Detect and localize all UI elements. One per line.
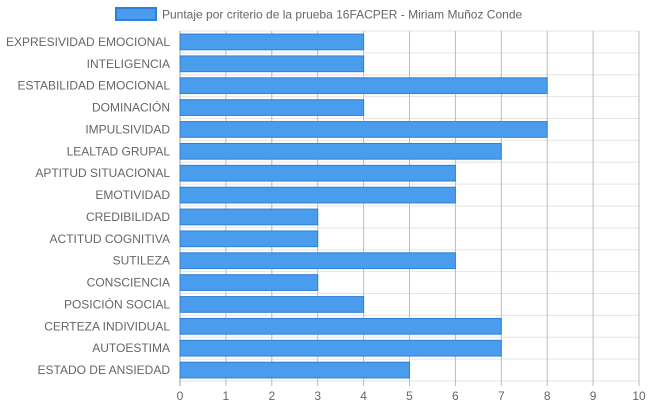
x-tick-label: 8 (544, 389, 551, 403)
category-label: CREDIBILIDAD (86, 210, 170, 224)
category-label: CERTEZA INDIVIDUAL (44, 319, 170, 333)
category-label: AUTOESTIMA (92, 341, 170, 355)
bar[interactable] (179, 121, 548, 138)
x-tick-label: 10 (632, 389, 646, 403)
bar[interactable] (179, 55, 365, 73)
bar[interactable] (179, 77, 548, 95)
x-tick-label: 4 (360, 389, 367, 403)
category-label: IMPULSIVIDAD (85, 122, 170, 136)
category-label: POSICIÓN SOCIAL (64, 296, 170, 311)
bar[interactable] (179, 186, 456, 204)
bar[interactable] (179, 339, 502, 357)
category-label: ESTADO DE ANSIEDAD (38, 363, 171, 377)
x-tick-label: 5 (406, 389, 413, 403)
legend-label: Puntaje por criterio de la prueba 16FACP… (162, 8, 522, 22)
category-label: APTITUD SITUACIONAL (35, 166, 170, 180)
bar[interactable] (179, 164, 456, 182)
bar[interactable] (179, 317, 502, 335)
bar[interactable] (179, 99, 365, 116)
category-label: EXPRESIVIDAD EMOCIONAL (6, 35, 170, 49)
legend-swatch (115, 7, 157, 21)
category-label: SUTILEZA (113, 254, 170, 268)
category-label: DOMINACIÓN (92, 100, 170, 115)
bar[interactable] (179, 208, 319, 226)
bar[interactable] (179, 33, 365, 51)
category-label: LEALTAD GRUPAL (67, 144, 171, 158)
x-tick-label: 6 (452, 389, 459, 403)
x-tick-label: 3 (314, 389, 321, 403)
category-labels: EXPRESIVIDAD EMOCIONAL INTELIGENCIA ESTABI… (6, 35, 170, 377)
bar[interactable] (179, 142, 502, 160)
x-tick-label: 2 (268, 389, 275, 403)
category-label: CONSCIENCIA (87, 276, 170, 290)
bars (179, 33, 548, 379)
bar[interactable] (179, 361, 410, 379)
category-label: INTELIGENCIA (87, 57, 170, 71)
x-tick-label: 1 (223, 389, 230, 403)
x-tick-label: 7 (498, 389, 505, 403)
x-tick-label: 9 (590, 389, 597, 403)
category-label: ACTITUD COGNITIVA (50, 232, 170, 246)
legend[interactable]: Puntaje por criterio de la prueba 16FACP… (115, 7, 522, 22)
bar[interactable] (179, 274, 319, 291)
category-label: EMOTIVIDAD (95, 188, 170, 202)
bar[interactable] (179, 230, 319, 248)
category-label: ESTABILIDAD EMOCIONAL (18, 79, 171, 93)
bar[interactable] (179, 252, 456, 270)
bar[interactable] (179, 296, 365, 313)
x-tick-label: 0 (177, 389, 184, 403)
x-axis-ticks: 0 1 2 3 4 5 6 7 8 9 10 (177, 389, 646, 403)
